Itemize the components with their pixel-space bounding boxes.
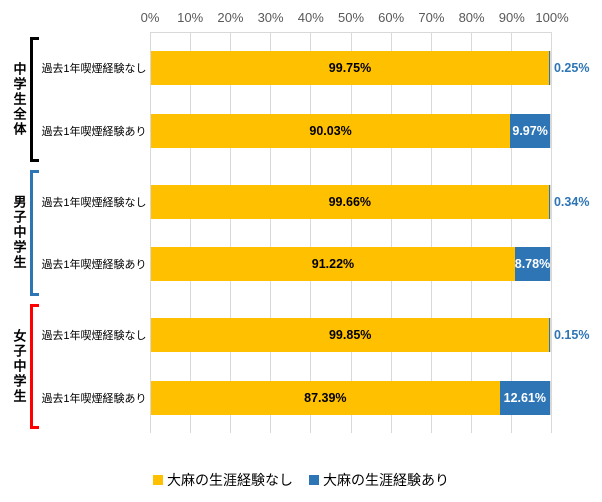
- row-label: 過去1年喫煙経験あり: [41, 390, 151, 406]
- bar-row: 過去1年喫煙経験なし99.85%0.15%: [41, 318, 551, 352]
- bar-row: 過去1年喫煙経験なし99.66%0.34%: [41, 185, 551, 219]
- segment-no-experience: 99.85%: [151, 318, 549, 352]
- segment-no-experience: 99.75%: [151, 51, 549, 85]
- segment-no-experience: 99.66%: [151, 185, 549, 219]
- segment-value-label: 12.61%: [504, 391, 546, 405]
- segment-no-experience: 90.03%: [151, 114, 510, 148]
- legend-item: 大麻の生涯経験なし: [153, 470, 293, 490]
- segment-has-experience: 0.15%: [549, 318, 550, 352]
- axis-tick: 60%: [378, 10, 404, 25]
- segment-has-experience: 9.97%: [510, 114, 550, 148]
- legend: 大麻の生涯経験なし 大麻の生涯経験あり: [0, 470, 602, 490]
- axis-tick: 10%: [177, 10, 203, 25]
- category-group: 女子中学生過去1年喫煙経験なし99.85%0.15% 過去1年喫煙経験あり87.3…: [10, 304, 551, 429]
- legend-swatch: [153, 475, 163, 485]
- bar: 99.75%0.25%: [151, 51, 551, 85]
- row-label: 過去1年喫煙経験あり: [41, 256, 151, 272]
- axis-tick: 100%: [535, 10, 568, 25]
- segment-value-label: 9.97%: [512, 124, 547, 138]
- bar-row: 過去1年喫煙経験あり87.39% 12.61%: [41, 381, 551, 415]
- stacked-bar-chart: 0%10%20%30%40%50%60%70%80%90%100% 中学生全体過…: [0, 0, 602, 502]
- bar: 90.03%9.97%: [151, 114, 551, 148]
- legend-swatch: [309, 475, 319, 485]
- legend-item: 大麻の生涯経験あり: [309, 470, 449, 490]
- bar: 99.85%0.15%: [151, 318, 551, 352]
- plot-area: 中学生全体過去1年喫煙経験なし99.75%0.25%過去1年喫煙経験あり90.0…: [150, 32, 552, 433]
- axis-tick: 50%: [338, 10, 364, 25]
- segment-has-experience: 0.34%: [549, 185, 550, 219]
- row-label: 過去1年喫煙経験あり: [41, 123, 151, 139]
- legend-label: 大麻の生涯経験あり: [323, 470, 449, 490]
- x-axis: 0%10%20%30%40%50%60%70%80%90%100%: [150, 10, 552, 32]
- category-group: 男子中学生過去1年喫煙経験なし99.66%0.34% 過去1年喫煙経験あり91.2…: [10, 170, 551, 295]
- group-label: 女子中学生: [10, 304, 28, 429]
- legend-label: 大麻の生涯経験なし: [167, 470, 293, 490]
- segment-no-experience: 87.39%: [151, 381, 500, 415]
- segment-has-experience: 8.78%: [515, 247, 550, 281]
- axis-tick: 90%: [499, 10, 525, 25]
- bar-row: 過去1年喫煙経験あり91.22%8.78%: [41, 247, 551, 281]
- segment-value-label: 8.78%: [515, 257, 550, 271]
- row-label: 過去1年喫煙経験なし: [41, 194, 151, 210]
- segment-value-label: 0.34%: [554, 195, 589, 209]
- axis-tick: 80%: [459, 10, 485, 25]
- axis-tick: 70%: [418, 10, 444, 25]
- row-label: 過去1年喫煙経験なし: [41, 327, 151, 343]
- axis-tick: 0%: [141, 10, 160, 25]
- axis-tick: 40%: [298, 10, 324, 25]
- bar: 87.39% 12.61%: [151, 381, 551, 415]
- segment-value-label: 0.25%: [554, 61, 589, 75]
- category-group: 中学生全体過去1年喫煙経験なし99.75%0.25% 過去1年喫煙経験あり90.0…: [10, 37, 551, 162]
- group-bracket: [30, 37, 39, 162]
- group-label: 男子中学生: [10, 170, 28, 295]
- group-bracket: [30, 304, 39, 429]
- axis-tick: 20%: [217, 10, 243, 25]
- bar: 91.22%8.78%: [151, 247, 551, 281]
- segment-value-label: 0.15%: [554, 328, 589, 342]
- segment-has-experience: 0.25%: [549, 51, 550, 85]
- group-label: 中学生全体: [10, 37, 28, 162]
- group-bracket: [30, 170, 39, 295]
- segment-no-experience: 91.22%: [151, 247, 515, 281]
- bar-row: 過去1年喫煙経験なし99.75%0.25%: [41, 51, 551, 85]
- bar: 99.66%0.34%: [151, 185, 551, 219]
- row-label: 過去1年喫煙経験なし: [41, 60, 151, 76]
- segment-has-experience: 12.61%: [500, 381, 550, 415]
- axis-tick: 30%: [258, 10, 284, 25]
- bar-row: 過去1年喫煙経験あり90.03%9.97%: [41, 114, 551, 148]
